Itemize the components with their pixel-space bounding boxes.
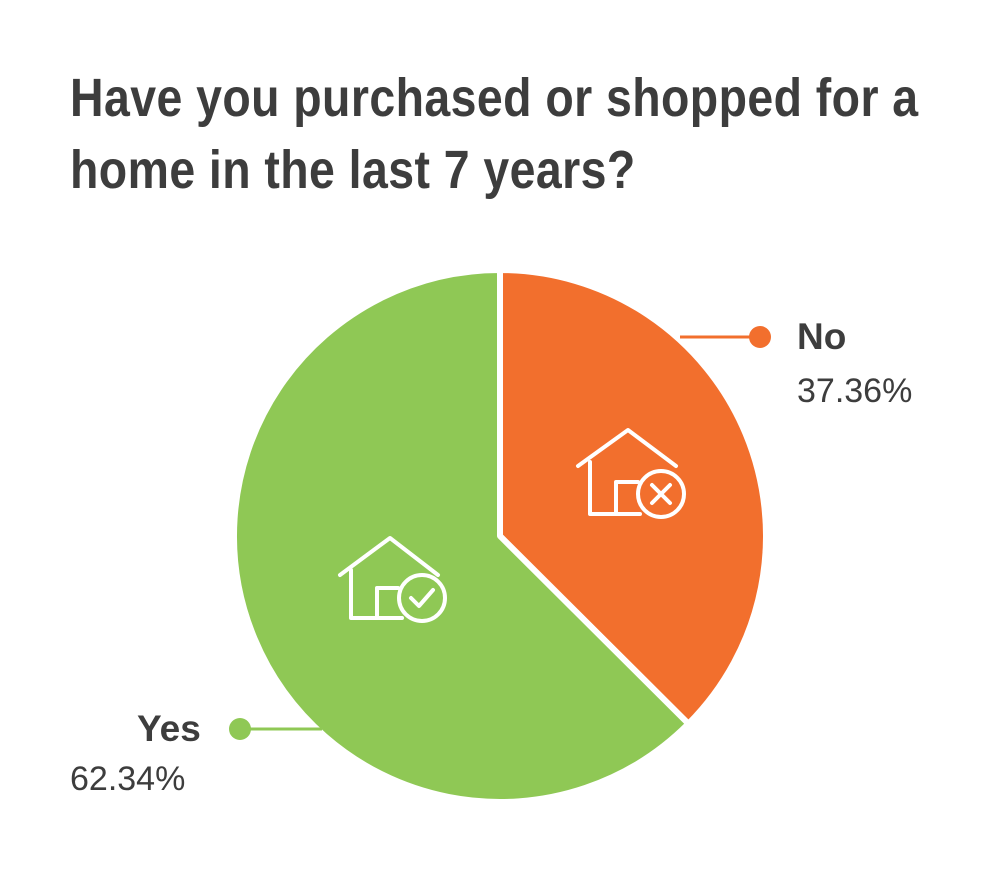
- chart-title-line-2: home in the last 7 years?: [70, 140, 636, 200]
- house-x-icon: [576, 428, 686, 519]
- chart-title: Have you purchased or shopped for a home…: [70, 62, 919, 206]
- pie-slice-yes: [231, 267, 692, 805]
- yes-callout: [229, 718, 322, 740]
- no-label: No: [797, 316, 847, 357]
- no-callout: [680, 326, 771, 348]
- yes-value: 62.34%: [70, 760, 186, 798]
- chart-title-line-1: Have you purchased or shopped for a: [70, 68, 919, 128]
- no-dot: [749, 326, 771, 348]
- yes-label: Yes: [137, 708, 201, 749]
- house-check-icon: [338, 536, 447, 623]
- pie-slice-no: [497, 267, 769, 727]
- yes-dot: [229, 718, 251, 740]
- no-value: 37.36%: [797, 372, 913, 410]
- pie-slices: [231, 267, 769, 805]
